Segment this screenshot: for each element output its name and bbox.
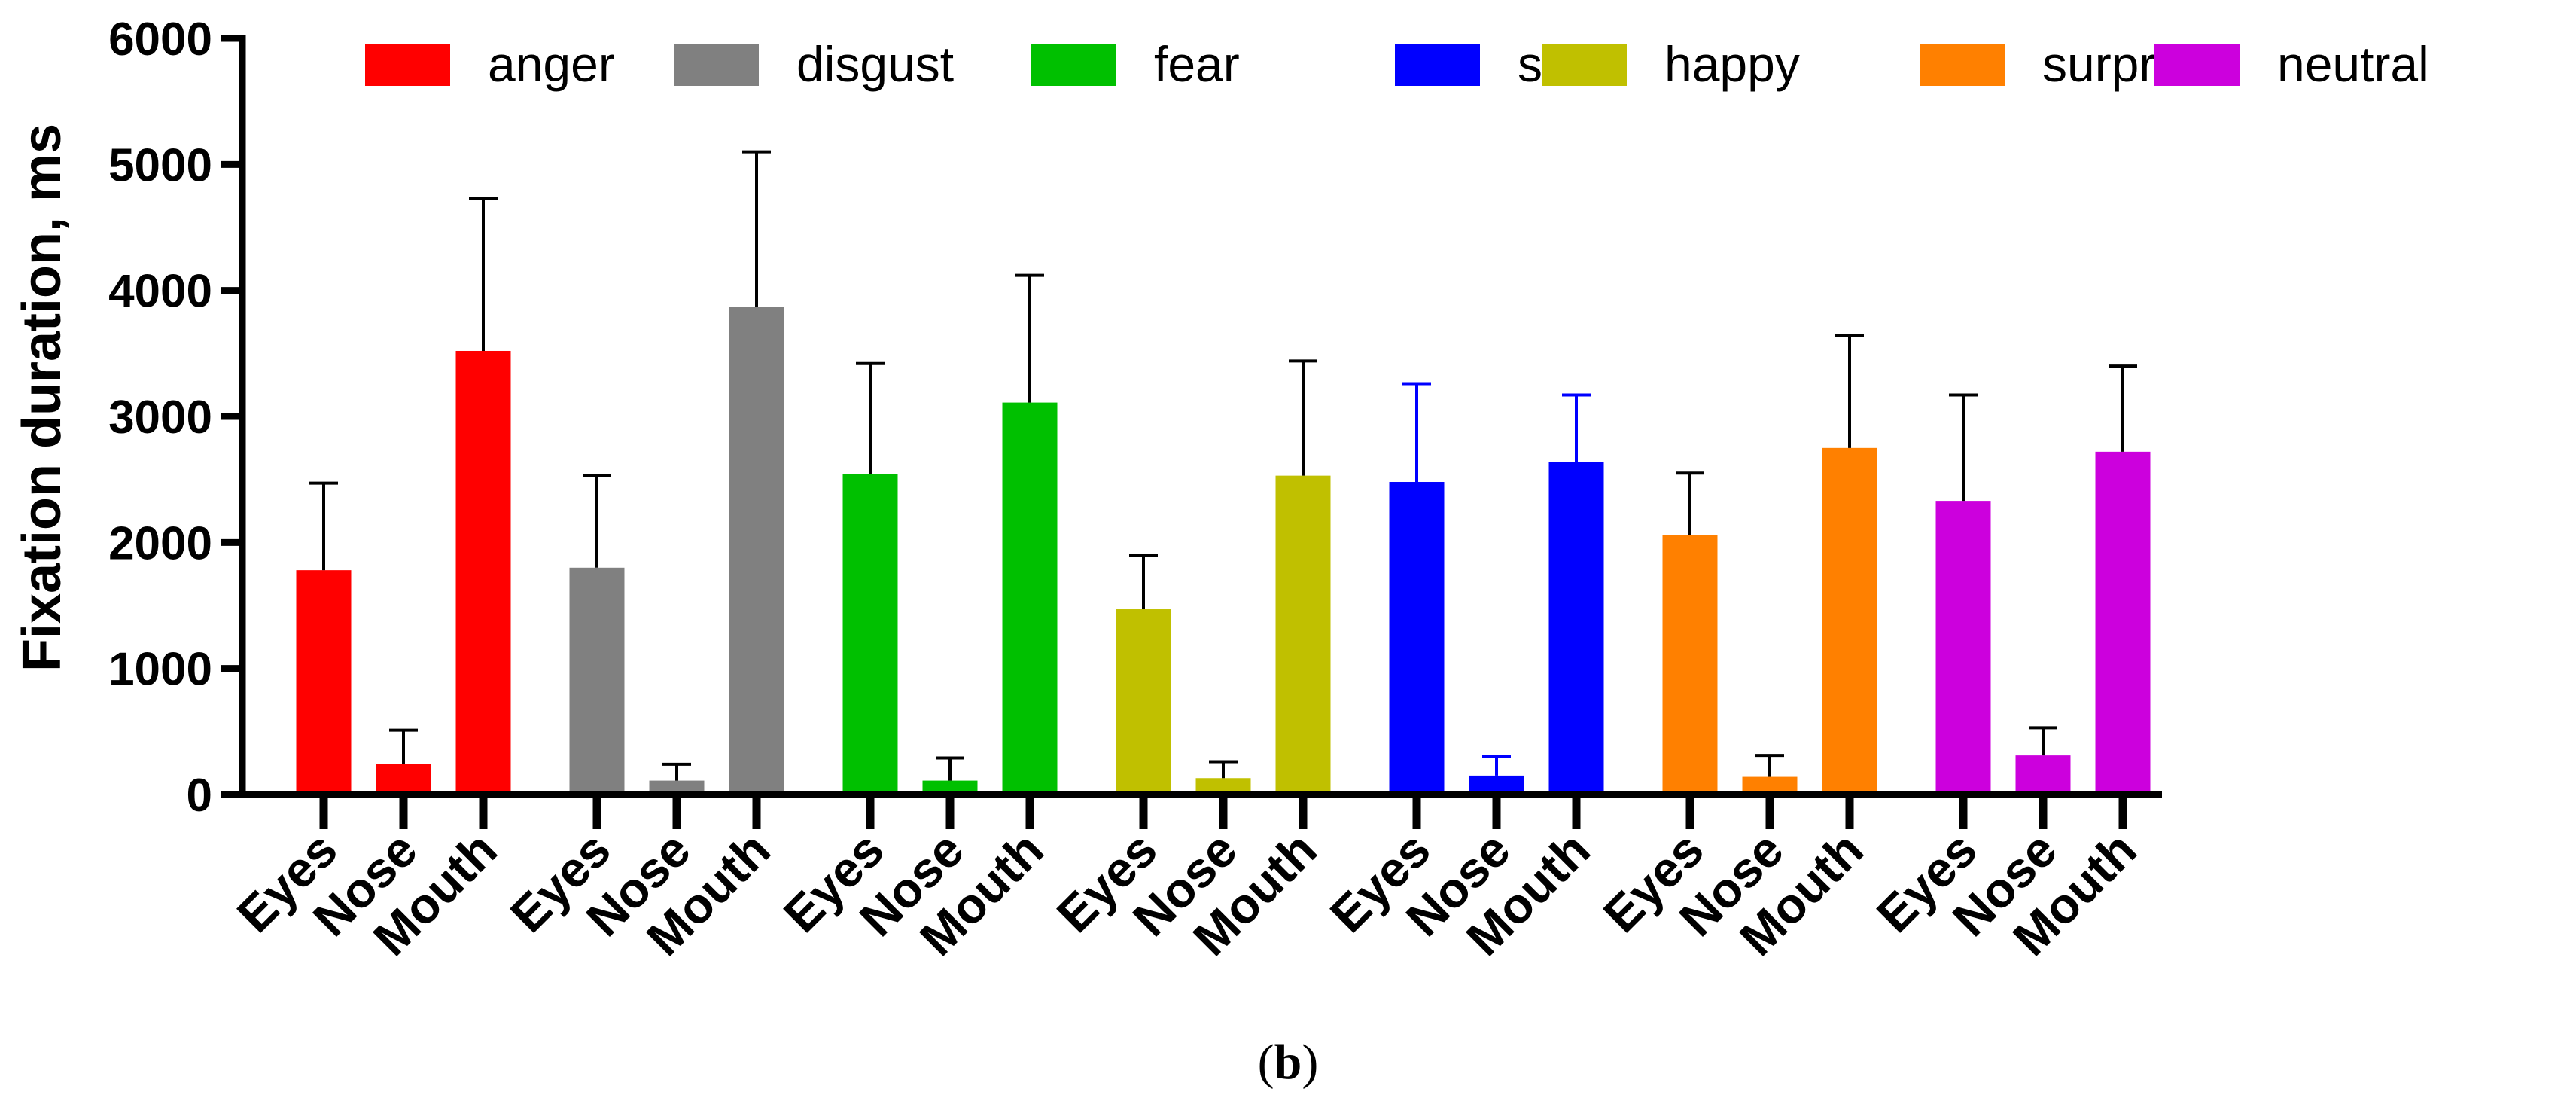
- bar-anger-nose: [376, 764, 431, 794]
- bar-anger-eyes: [296, 570, 352, 794]
- y-tick-label-1000: 1000: [108, 644, 212, 696]
- y-tick-label-3000: 3000: [108, 392, 212, 444]
- legend: angerdisgustfearsadhappysurpriseneutral: [365, 36, 2429, 92]
- figure-caption: (b): [1258, 1035, 1319, 1090]
- bar-happy-nose: [1195, 778, 1251, 794]
- legend-label-neutral: neutral: [2277, 36, 2429, 92]
- bar-fear-eyes: [842, 474, 898, 794]
- bar-disgust-eyes: [569, 567, 625, 794]
- legend-label-fear: fear: [1154, 36, 1240, 92]
- bar-fear-nose: [922, 780, 978, 794]
- legend-swatch-sad: [1395, 44, 1480, 86]
- bar-disgust-nose: [649, 780, 705, 794]
- bar-surprise-mouth: [1822, 447, 1877, 794]
- bar-surprise-nose: [1742, 776, 1798, 794]
- y-tick-label-4000: 4000: [108, 266, 212, 318]
- bar-fear-mouth: [1002, 402, 1058, 794]
- bar-neutral-nose: [2015, 755, 2071, 794]
- legend-swatch-anger: [365, 44, 450, 86]
- y-tick-label-2000: 2000: [108, 517, 212, 569]
- bar-sad-eyes: [1389, 482, 1445, 794]
- legend-label-disgust: disgust: [796, 36, 954, 92]
- caption-close: ): [1302, 1035, 1318, 1090]
- y-tick-label-0: 0: [187, 770, 212, 822]
- bar-neutral-mouth: [2095, 451, 2151, 794]
- caption-letter: b: [1274, 1035, 1302, 1090]
- y-tick-label-6000: 6000: [108, 14, 212, 66]
- legend-swatch-disgust: [674, 44, 759, 86]
- bar-anger-mouth: [455, 350, 511, 794]
- legend-label-anger: anger: [488, 36, 615, 92]
- caption-open: (: [1258, 1035, 1274, 1090]
- y-tick-label-5000: 5000: [108, 139, 212, 191]
- legend-label-happy: happy: [1664, 36, 1800, 92]
- legend-swatch-surprise: [1920, 44, 2005, 86]
- legend-swatch-neutral: [2154, 44, 2240, 86]
- bar-surprise-eyes: [1662, 535, 1718, 794]
- legend-swatch-fear: [1031, 44, 1116, 86]
- bar-disgust-mouth: [729, 307, 784, 794]
- bar-neutral-eyes: [1935, 501, 1991, 794]
- legend-swatch-happy: [1542, 44, 1627, 86]
- bar-happy-mouth: [1275, 475, 1331, 794]
- bar-sad-mouth: [1548, 462, 1604, 794]
- y-axis-title: Fixation duration, ms: [12, 124, 72, 672]
- bar-happy-eyes: [1116, 609, 1171, 794]
- bars-layer: [296, 150, 2151, 794]
